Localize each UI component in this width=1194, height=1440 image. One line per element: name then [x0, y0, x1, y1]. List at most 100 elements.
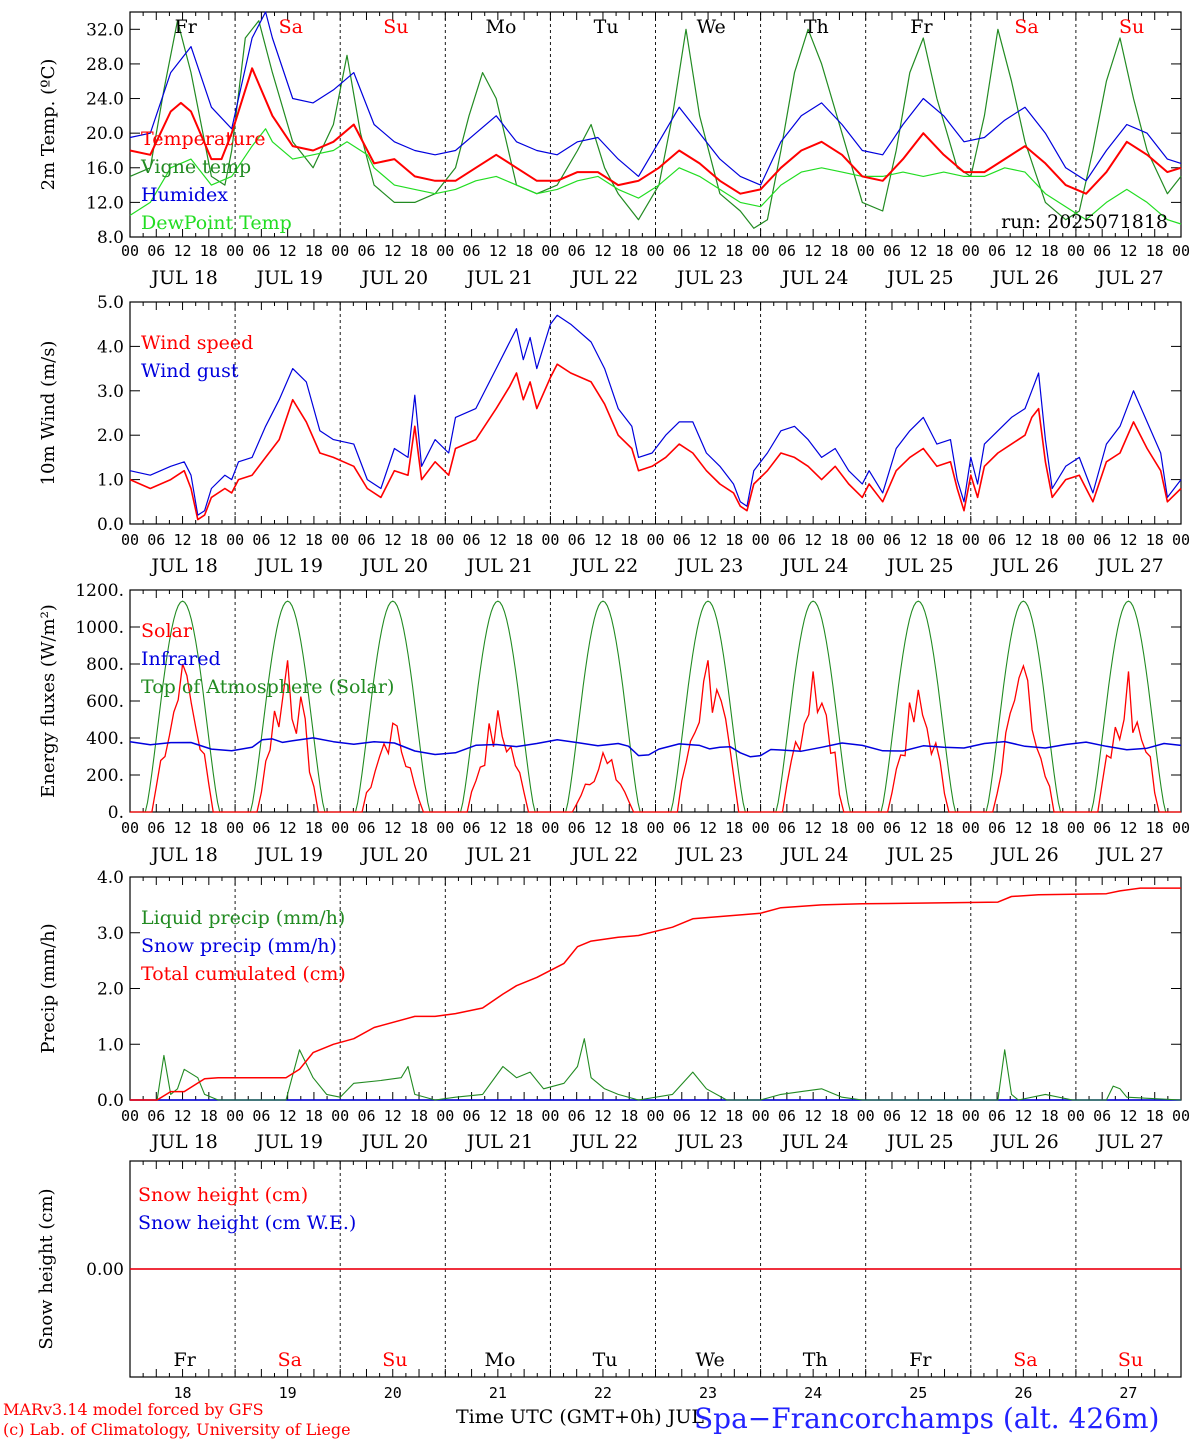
day-number-label: 22	[594, 1384, 612, 1402]
hour-tick-label: 00	[962, 531, 980, 549]
hour-tick-label: 18	[1041, 1107, 1059, 1125]
y-tick-label: 16.0	[86, 159, 124, 179]
series-line-vigne-temp	[129, 20, 1182, 229]
day-number-label: 19	[279, 1384, 297, 1402]
hour-tick-label: 00	[962, 819, 980, 837]
hour-tick-label: 06	[673, 1107, 691, 1125]
hour-tick-label: 18	[935, 819, 953, 837]
hour-tick-label: 18	[830, 531, 848, 549]
y-tick-label: 8.0	[97, 228, 124, 248]
date-label: JUL 26	[990, 267, 1058, 289]
legend-entry: Temperature	[141, 128, 265, 150]
hour-tick-label: 18	[830, 242, 848, 260]
hour-tick-label: 18	[200, 242, 218, 260]
y-axis-label: Energy fluxes (W/m²)	[38, 604, 59, 798]
date-label: JUL 25	[885, 1131, 953, 1153]
hour-tick-label: 00	[121, 1107, 139, 1125]
series-line-wind-speed	[129, 363, 1182, 521]
day-name-label: Sa	[1013, 1349, 1037, 1371]
day-name-label: Sa	[1014, 16, 1038, 38]
hour-tick-label: 12	[594, 1107, 612, 1125]
hour-tick-label: 00	[331, 1107, 349, 1125]
hour-tick-label: 12	[174, 531, 192, 549]
hour-tick-label: 00	[646, 242, 664, 260]
y-tick-label: 5.0	[97, 293, 124, 313]
hour-tick-label: 12	[489, 242, 507, 260]
day-name-label: Fr	[909, 1349, 932, 1371]
hour-tick-label: 06	[988, 819, 1006, 837]
hour-tick-label: 06	[673, 531, 691, 549]
day-name-label: Th	[803, 1349, 828, 1371]
panel-1: 8.0 12.0 16.0 20.0 24.0 28.0 32.0 2m Temp. (ºC)…	[38, 11, 1190, 289]
date-label: JUL 23	[675, 555, 743, 577]
hour-tick-label: 12	[909, 531, 927, 549]
hour-tick-label: 12	[384, 1107, 402, 1125]
hour-tick-label: 00	[331, 819, 349, 837]
y-tick-label: 12.0	[86, 193, 124, 213]
hour-tick-label: 18	[200, 819, 218, 837]
panel-5: 0.00 Snow height (cm) 18 19 20 21 22 23 24 25 26 27…	[36, 1160, 1182, 1402]
day-name-label: Fr	[174, 1349, 197, 1371]
hour-tick-label: 12	[1014, 1107, 1032, 1125]
y-tick-label: 4.0	[97, 337, 124, 357]
hour-tick-label: 18	[410, 1107, 428, 1125]
hour-tick-label: 12	[384, 819, 402, 837]
y-axis-label: Snow height (cm)	[36, 1188, 57, 1349]
y-tick-label: 20.0	[86, 124, 124, 144]
hour-tick-label: 06	[147, 531, 165, 549]
hour-tick-label: 06	[147, 819, 165, 837]
hour-tick-label: 12	[594, 242, 612, 260]
hour-tick-label: 18	[305, 1107, 323, 1125]
hour-tick-label: 06	[673, 819, 691, 837]
hour-tick-label: 06	[1093, 1107, 1111, 1125]
hour-tick-label: 06	[357, 819, 375, 837]
hour-tick-label: 00	[1067, 819, 1085, 837]
y-tick-label: 1.0	[97, 471, 124, 491]
hour-tick-label: 12	[804, 531, 822, 549]
y-axis-label: 10m Wind (m/s)	[38, 341, 59, 486]
date-label: JUL 18	[149, 267, 217, 289]
y-tick-label: 600.	[86, 692, 124, 712]
legend-entry: Snow precip (mm/h)	[141, 935, 337, 957]
hour-tick-label: 06	[778, 819, 796, 837]
y-tick-label: 0.0	[97, 515, 124, 535]
day-name-label: Sa	[278, 1349, 302, 1371]
date-label: JUL 19	[255, 555, 323, 577]
date-label: JUL 20	[360, 844, 428, 866]
hour-tick-label: 00	[541, 1107, 559, 1125]
y-tick-label: 0.	[108, 803, 124, 823]
date-label: JUL 20	[360, 267, 428, 289]
hour-tick-label: 06	[883, 819, 901, 837]
hour-tick-label: 00	[1067, 531, 1085, 549]
day-number-label: 26	[1014, 1384, 1032, 1402]
y-tick-label: 28.0	[86, 55, 124, 75]
hour-tick-label: 00	[1172, 1107, 1190, 1125]
series-line-total-cumulated	[130, 887, 1181, 1101]
y-tick-label: 1000.	[75, 618, 124, 638]
day-name-label: Sa	[279, 16, 303, 38]
hour-tick-label: 00	[121, 531, 139, 549]
day-number-label: 24	[804, 1384, 822, 1402]
x-axis-title: Time UTC (GMT+0h) JUL	[456, 1406, 704, 1428]
date-label: JUL 19	[255, 844, 323, 866]
hour-tick-label: 00	[121, 242, 139, 260]
hour-tick-label: 00	[436, 819, 454, 837]
hour-tick-label: 06	[778, 531, 796, 549]
hour-tick-label: 00	[436, 531, 454, 549]
date-label: JUL 19	[255, 267, 323, 289]
hour-tick-label: 18	[725, 1107, 743, 1125]
day-name-label: Su	[1119, 16, 1144, 38]
series-line-humidex	[129, 11, 1182, 186]
hour-tick-label: 12	[279, 819, 297, 837]
hour-tick-label: 00	[857, 1107, 875, 1125]
hour-tick-label: 18	[620, 242, 638, 260]
hour-tick-label: 00	[962, 1107, 980, 1125]
hour-tick-label: 18	[200, 531, 218, 549]
hour-tick-label: 00	[752, 531, 770, 549]
footer-model-credit: MARv3.14 model forced by GFS	[3, 1400, 264, 1419]
hour-tick-label: 00	[541, 531, 559, 549]
station-label: Spa−Francorchamps (alt. 426m)	[694, 1402, 1160, 1435]
hour-tick-label: 06	[252, 242, 270, 260]
date-label: JUL 21	[465, 1131, 533, 1153]
hour-tick-label: 00	[857, 819, 875, 837]
